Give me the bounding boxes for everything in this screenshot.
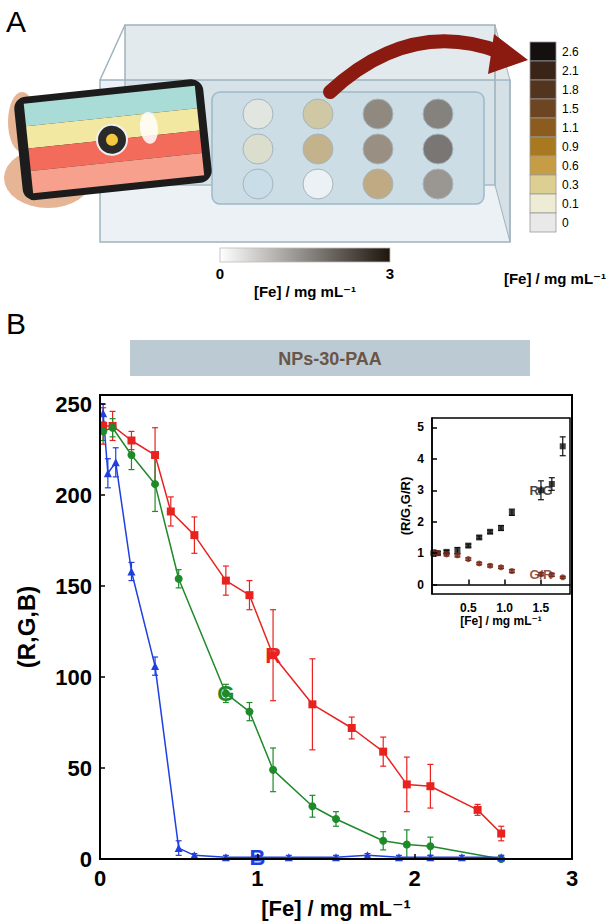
svg-text:3: 3: [386, 265, 394, 282]
svg-text:5: 5: [417, 420, 424, 434]
svg-text:NPs-30-PAA: NPs-30-PAA: [278, 349, 382, 369]
svg-text:(R/G,G/R): (R/G,G/R): [398, 477, 413, 536]
svg-text:[Fe] / mg mL⁻¹: [Fe] / mg mL⁻¹: [261, 896, 411, 921]
svg-text:4: 4: [417, 452, 424, 466]
svg-text:G/R: G/R: [529, 567, 553, 582]
svg-text:0.6: 0.6: [562, 159, 579, 173]
svg-text:50: 50: [68, 756, 92, 781]
svg-text:(R,G,B): (R,G,B): [13, 586, 40, 669]
svg-text:2.1: 2.1: [562, 64, 579, 78]
svg-text:3: 3: [417, 483, 424, 497]
svg-text:0: 0: [80, 847, 92, 872]
svg-text:[Fe] / mg mL⁻¹: [Fe] / mg mL⁻¹: [254, 283, 356, 300]
svg-text:1.5: 1.5: [562, 102, 579, 116]
svg-text:0.1: 0.1: [562, 197, 579, 211]
svg-text:3: 3: [566, 866, 578, 891]
svg-text:[Fe] / mg mL⁻¹: [Fe] / mg mL⁻¹: [504, 270, 606, 287]
svg-text:1.1: 1.1: [562, 121, 579, 135]
svg-text:0.3: 0.3: [562, 178, 579, 192]
svg-text:0: 0: [417, 578, 424, 592]
svg-text:2.6: 2.6: [562, 45, 579, 59]
svg-text:R: R: [265, 643, 281, 668]
svg-text:0: 0: [216, 265, 224, 282]
svg-text:0.9: 0.9: [562, 140, 579, 154]
svg-text:1.8: 1.8: [562, 83, 579, 97]
svg-text:1.0: 1.0: [496, 601, 513, 615]
svg-text:250: 250: [55, 392, 92, 417]
svg-text:1: 1: [251, 866, 263, 891]
svg-text:1: 1: [417, 546, 424, 560]
svg-text:[Fe] / mg mL⁻¹: [Fe] / mg mL⁻¹: [460, 614, 542, 628]
svg-text:G: G: [217, 681, 234, 706]
svg-text:100: 100: [55, 665, 92, 690]
svg-text:B: B: [249, 844, 266, 870]
svg-text:150: 150: [55, 574, 92, 599]
svg-text:2: 2: [409, 866, 421, 891]
svg-text:0: 0: [94, 866, 106, 891]
svg-text:R/G: R/G: [529, 483, 552, 498]
svg-text:2: 2: [417, 515, 424, 529]
svg-text:0.5: 0.5: [460, 601, 477, 615]
svg-text:A: A: [6, 5, 26, 38]
svg-text:1.5: 1.5: [533, 601, 550, 615]
svg-text:200: 200: [55, 483, 92, 508]
svg-text:B: B: [6, 307, 26, 340]
svg-text:0: 0: [562, 216, 569, 230]
